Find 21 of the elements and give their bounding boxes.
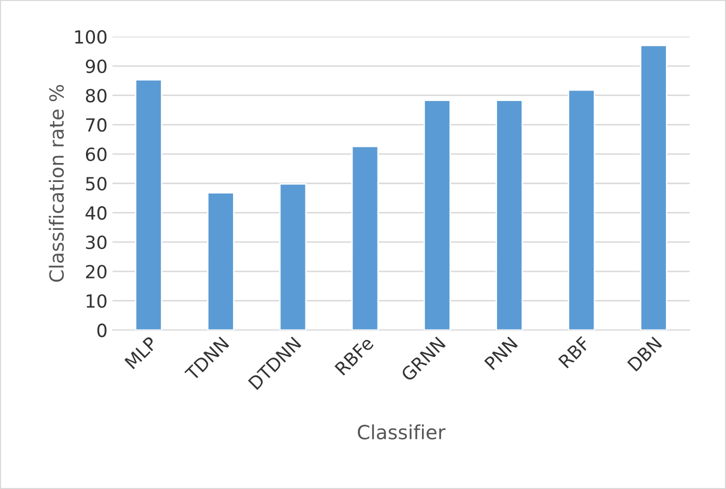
y-tick-label: 90 [86, 59, 106, 74]
bar [207, 192, 234, 330]
bar [351, 146, 379, 330]
bar [496, 100, 524, 330]
y-tick-label: 40 [86, 206, 106, 220]
bar [424, 100, 451, 330]
y-tick-label: 30 [86, 236, 106, 250]
y-tick-label: 70 [86, 118, 106, 132]
y-tick-label: 100 [75, 30, 106, 44]
y-tick-label: 50 [86, 176, 106, 190]
bar [568, 89, 596, 330]
bar [640, 44, 668, 330]
y-tick-label: 0 [97, 324, 106, 338]
bar [279, 183, 307, 330]
y-tick-label: 10 [86, 294, 106, 308]
bar [134, 79, 162, 330]
y-tick-label: 20 [86, 264, 106, 279]
y-tick-label: 80 [86, 88, 106, 102]
x-axis-title: Classifier [358, 424, 446, 440]
y-axis-title: Classification rate % [48, 84, 64, 282]
y-tick-label: 60 [86, 147, 106, 162]
